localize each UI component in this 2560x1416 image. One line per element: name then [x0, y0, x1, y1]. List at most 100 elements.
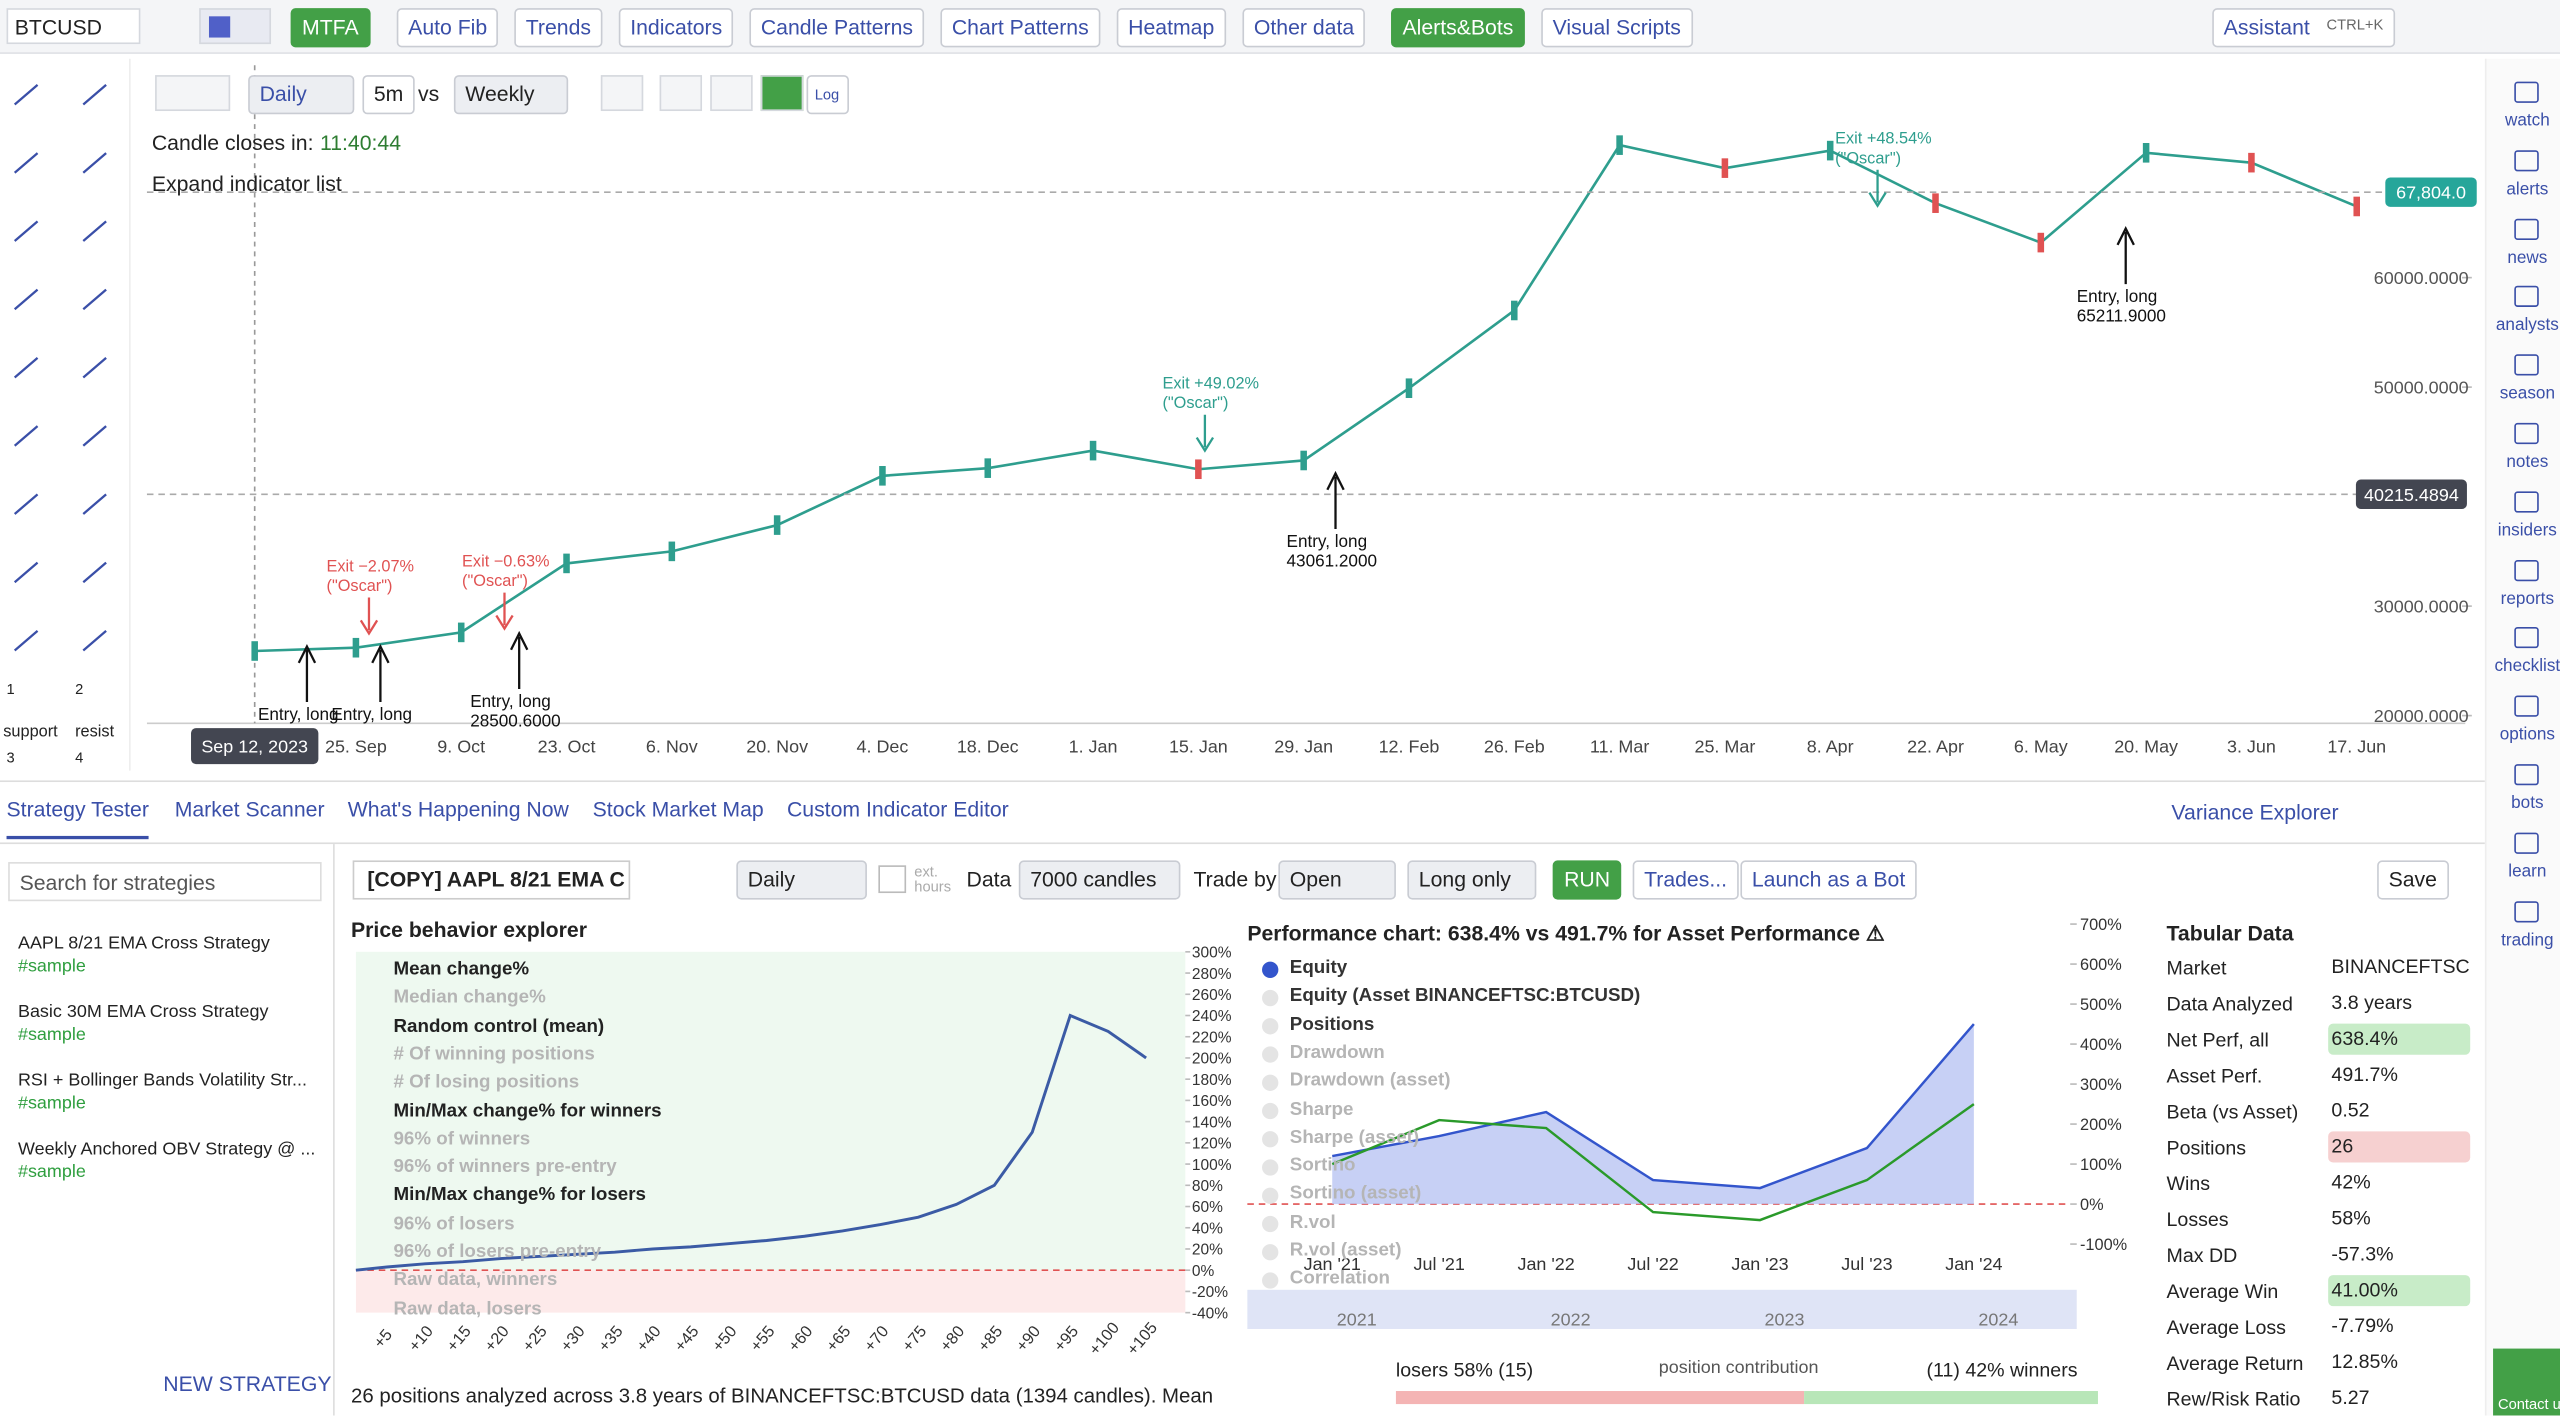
legend-item[interactable]: 96% of winners	[393, 1129, 531, 1150]
strategy-name[interactable]: RSI + Bollinger Bands Volatility Str...	[17, 1071, 307, 1091]
strategy-name-box[interactable]: [COPY] AAPL 8/21 EMA C	[352, 860, 631, 900]
sidebar-icon[interactable]	[2514, 695, 2539, 718]
legend-item[interactable]: Correlation	[1289, 1269, 1390, 1289]
legend-item[interactable]: 96% of winners pre-entry	[393, 1157, 617, 1178]
price-candle	[352, 637, 360, 658]
contact-button[interactable]	[2493, 1348, 2560, 1416]
legend-item[interactable]: Sharpe	[1289, 1099, 1354, 1120]
legend-dot	[1262, 1159, 1279, 1176]
legend-item[interactable]: 96% of losers pre-entry	[393, 1242, 602, 1263]
toolbar-button[interactable]: Alerts&Bots	[1391, 8, 1525, 48]
strategy-name[interactable]: Basic 30M EMA Cross Strategy	[17, 1002, 269, 1023]
sidebar-label[interactable]: notes	[2506, 452, 2549, 472]
toolbar-button[interactable]: Candle Patterns	[749, 8, 925, 48]
sidebar-label[interactable]: options	[2499, 725, 2555, 745]
sidebar-icon[interactable]	[2514, 218, 2539, 240]
bottom-tab[interactable]: Stock Market Map	[592, 796, 764, 822]
sidebar-label[interactable]: analysts	[2495, 315, 2559, 336]
sidebar-label[interactable]: bots	[2511, 793, 2544, 814]
sidebar-icon[interactable]	[2514, 764, 2539, 786]
legend-item[interactable]: Raw data, losers	[393, 1298, 542, 1319]
symbol-input[interactable]: BTCUSD	[6, 8, 141, 45]
sidebar-icon[interactable]	[2514, 627, 2539, 649]
sidebar-icon[interactable]	[2514, 491, 2539, 513]
legend-item[interactable]: Random control (mean)	[393, 1016, 605, 1037]
data-select[interactable]: 7000 candles	[1018, 860, 1181, 900]
sidebar-label[interactable]: reports	[2500, 588, 2555, 609]
secondary-interval[interactable]: 5m	[362, 75, 415, 115]
compare-select[interactable]: Weekly	[453, 75, 569, 115]
legend-dot	[1262, 1187, 1279, 1204]
bottom-tab[interactable]: Strategy Tester	[6, 797, 149, 840]
sidebar-label[interactable]: trading	[2501, 929, 2554, 950]
chart-tool[interactable]	[659, 75, 703, 112]
log-button[interactable]: Log	[806, 75, 849, 115]
sidebar-icon[interactable]	[2514, 900, 2539, 922]
sidebar-label[interactable]: news	[2507, 247, 2548, 268]
sidebar-icon[interactable]	[2514, 149, 2539, 172]
toolbar-button[interactable]: Trends	[514, 8, 603, 48]
sidebar-label[interactable]: checklist	[2494, 656, 2560, 677]
sidebar-label[interactable]: learn	[2508, 861, 2547, 882]
strategy-search[interactable]: Search for strategies	[8, 862, 322, 902]
chart-tool[interactable]	[600, 75, 644, 112]
legend-item[interactable]: # Of winning positions	[393, 1044, 595, 1065]
variance-explorer[interactable]: Variance Explorer	[2171, 799, 2339, 825]
legend-item[interactable]: Drawdown (asset)	[1289, 1071, 1451, 1091]
legend-item[interactable]: Positions	[1289, 1014, 1375, 1035]
tool-icon	[82, 493, 107, 515]
toolbar-button[interactable]: Visual Scripts	[1541, 8, 1693, 48]
sidebar-label[interactable]: watch	[2504, 111, 2550, 131]
sidebar-label[interactable]: insiders	[2497, 520, 2557, 541]
launch-button[interactable]: Launch as a Bot	[1740, 860, 1917, 900]
strategy-name[interactable]: AAPL 8/21 EMA Cross Strategy	[17, 933, 270, 954]
legend-item[interactable]: Mean change%	[393, 959, 530, 980]
chart-type-btn[interactable]	[155, 75, 231, 112]
bottom-tab[interactable]: Market Scanner	[174, 796, 325, 822]
strategy-name[interactable]: Weekly Anchored OBV Strategy @ ...	[17, 1139, 316, 1160]
toolbar-button[interactable]: Heatmap	[1116, 8, 1226, 48]
sidebar-icon[interactable]	[2514, 354, 2539, 376]
legend-item[interactable]: Sortino (asset)	[1289, 1184, 1422, 1204]
legend-item[interactable]: Equity	[1289, 958, 1348, 978]
new-strategy[interactable]: NEW STRATEGY	[163, 1371, 332, 1396]
sidebar-icon[interactable]	[2514, 286, 2539, 308]
chart-tool[interactable]	[710, 75, 753, 112]
toolbar-button[interactable]: Other data	[1242, 8, 1366, 48]
toolbar-button[interactable]: MTFA	[290, 8, 371, 48]
chart-tool[interactable]	[760, 75, 804, 112]
toolbar-button[interactable]: Chart Patterns	[940, 8, 1101, 48]
direction-select[interactable]: Long only	[1407, 860, 1537, 900]
legend-item[interactable]: # Of losing positions	[393, 1072, 580, 1093]
toolbar-button[interactable]: Auto Fib	[396, 8, 499, 48]
sidebar-label[interactable]: alerts	[2506, 179, 2549, 199]
run-button[interactable]: RUN	[1552, 860, 1622, 900]
trades-button[interactable]: Trades...	[1632, 860, 1739, 900]
sidebar-label[interactable]: season	[2499, 383, 2555, 404]
legend-item[interactable]: Drawdown	[1289, 1043, 1385, 1063]
legend-item[interactable]: Sortino	[1289, 1156, 1356, 1176]
ext-hours-box[interactable]	[878, 865, 907, 894]
sidebar-icon[interactable]	[2514, 81, 2539, 103]
legend-item[interactable]: Raw data, winners	[393, 1270, 558, 1291]
interval-select[interactable]: Daily	[248, 75, 355, 115]
legend-item[interactable]: Sharpe (asset)	[1289, 1127, 1420, 1148]
bottom-tab[interactable]: What's Happening Now	[347, 796, 569, 822]
legend-item[interactable]: 96% of losers	[393, 1214, 515, 1234]
toolbar-button[interactable]: Indicators	[618, 8, 734, 48]
strategy-interval[interactable]: Daily	[736, 860, 867, 900]
legend-item[interactable]: Min/Max change% for losers	[393, 1185, 646, 1206]
assistant-button[interactable]: Assistant	[2212, 8, 2396, 48]
sidebar-icon[interactable]	[2514, 422, 2539, 445]
legend-item[interactable]: Median change%	[393, 988, 546, 1008]
legend-item[interactable]: Min/Max change% for winners	[393, 1101, 662, 1121]
legend-item[interactable]: R.vol (asset)	[1289, 1240, 1402, 1261]
sidebar-icon[interactable]	[2514, 559, 2539, 581]
save-button[interactable]: Save	[2377, 860, 2449, 900]
bottom-tab[interactable]: Custom Indicator Editor	[786, 796, 1009, 822]
sidebar-icon[interactable]	[2514, 832, 2539, 854]
legend-item[interactable]: Equity (Asset BINANCEFTSC:BTCUSD)	[1289, 986, 1641, 1007]
trade-by-select[interactable]: Open	[1278, 860, 1396, 900]
expand-indicators[interactable]: Expand indicator list	[151, 171, 342, 196]
legend-item[interactable]: R.vol	[1289, 1212, 1336, 1233]
